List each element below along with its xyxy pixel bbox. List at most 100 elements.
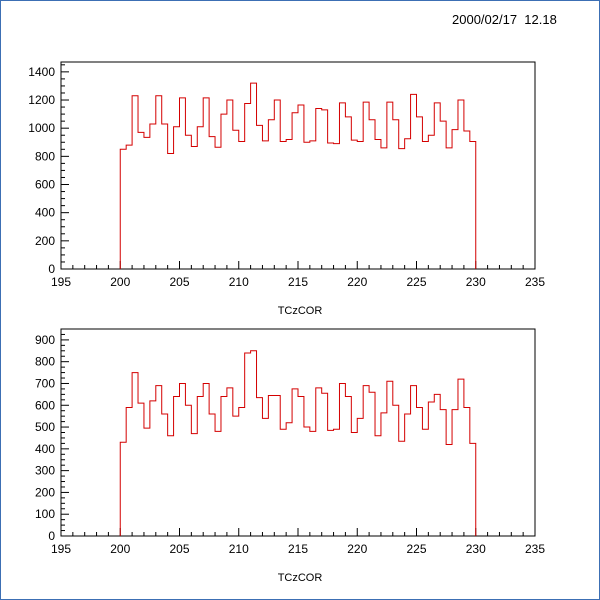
histogram-bin-bottom — [387, 381, 393, 536]
histogram-bin-bottom — [120, 442, 126, 536]
histogram-bin-bottom — [233, 416, 239, 536]
histogram-bin-top — [434, 103, 440, 269]
x-tick-label-bottom: 220 — [347, 542, 367, 556]
histogram-bin-top — [298, 105, 304, 269]
histogram-bin-bottom — [239, 407, 245, 536]
histogram-bin-bottom — [257, 398, 263, 536]
x-tick-label-top: 205 — [169, 275, 189, 289]
histogram-bin-bottom — [381, 413, 387, 536]
histogram-bin-top — [357, 142, 363, 269]
histogram-bin-bottom — [185, 405, 191, 536]
histogram-bin-top — [227, 100, 233, 269]
histogram-bin-top — [369, 120, 375, 269]
x-tick-label-top: 230 — [466, 275, 486, 289]
histogram-bin-top — [328, 143, 334, 269]
histogram-bin-bottom — [363, 386, 369, 536]
histogram-bin-bottom — [209, 414, 215, 536]
histogram-bin-bottom — [251, 351, 257, 536]
histogram-bin-top — [339, 103, 345, 269]
histogram-bin-bottom — [411, 386, 417, 536]
histogram-bin-top — [464, 131, 470, 269]
x-tick-label-bottom: 225 — [406, 542, 426, 556]
histogram-bin-bottom — [138, 403, 144, 536]
histogram-bin-bottom — [180, 383, 186, 536]
histogram-bin-bottom — [417, 407, 423, 536]
y-tick-label-bottom: 600 — [35, 398, 55, 412]
x-tick-label-top: 200 — [110, 275, 130, 289]
histogram-bin-bottom — [280, 429, 286, 536]
histogram-bin-top — [458, 100, 464, 269]
histogram-bin-top — [262, 141, 268, 269]
histogram-bin-bottom — [464, 407, 470, 536]
histogram-bin-bottom — [292, 389, 298, 536]
histogram-bin-bottom — [446, 444, 452, 536]
y-tick-label-bottom: 500 — [35, 420, 55, 434]
histogram-bin-bottom — [393, 405, 399, 536]
histogram-bin-top — [322, 110, 328, 269]
histogram-bin-bottom — [274, 395, 280, 536]
histogram-series-bottom — [119, 350, 477, 536]
histogram-bin-top — [387, 102, 393, 269]
y-tick-label-top: 200 — [35, 234, 55, 248]
x-axis-title-top: TCzCOR — [278, 305, 323, 317]
histogram-bin-bottom — [316, 388, 322, 536]
x-tick-label-bottom: 210 — [229, 542, 249, 556]
histogram-bin-bottom — [369, 392, 375, 536]
x-tick-label-bottom: 195 — [51, 542, 71, 556]
histogram-bin-bottom — [197, 397, 203, 536]
histogram-bin-top — [351, 140, 357, 269]
histogram-bin-bottom — [428, 402, 434, 536]
histogram-bin-top — [399, 149, 405, 269]
histogram-bin-top — [381, 148, 387, 269]
histogram-bin-top — [245, 104, 251, 269]
histogram-bin-top — [334, 144, 340, 269]
histogram-bin-top — [375, 139, 381, 269]
histogram-bin-bottom — [399, 441, 405, 536]
histogram-bin-bottom — [168, 436, 174, 536]
y-tick-label-top: 1200 — [28, 93, 55, 107]
histogram-bin-bottom — [174, 397, 180, 536]
x-tick-label-top: 235 — [525, 275, 545, 289]
histogram-bin-top — [280, 142, 286, 269]
histogram-bin-bottom — [458, 379, 464, 536]
histogram-bin-bottom — [150, 401, 156, 536]
y-tick-label-bottom: 300 — [35, 464, 55, 478]
histogram-bin-bottom — [405, 414, 411, 536]
y-tick-label-bottom: 700 — [35, 376, 55, 390]
histogram-bin-bottom — [322, 393, 328, 536]
histogram-bin-top — [411, 94, 417, 269]
histogram-bin-top — [286, 139, 292, 269]
y-tick-label-top: 600 — [35, 178, 55, 192]
histogram-bin-bottom — [440, 410, 446, 536]
y-tick-label-top: 1000 — [28, 121, 55, 135]
histogram-bin-bottom — [328, 430, 334, 536]
histogram-bin-top — [144, 137, 150, 269]
histogram-bin-bottom — [470, 443, 476, 536]
histogram-bin-top — [292, 113, 298, 269]
histogram-bin-top — [150, 124, 156, 269]
histogram-bin-bottom — [203, 383, 209, 536]
histogram-bin-top — [120, 149, 126, 269]
histogram-bin-bottom — [298, 397, 304, 536]
x-tick-label-bottom: 230 — [466, 542, 486, 556]
histogram-bin-bottom — [191, 434, 197, 536]
x-tick-label-top: 225 — [406, 275, 426, 289]
histogram-bin-bottom — [375, 436, 381, 536]
histogram-bin-top — [405, 139, 411, 269]
histogram-bin-bottom — [310, 431, 316, 536]
y-tick-label-top: 1400 — [28, 65, 55, 79]
histogram-bin-top — [422, 142, 428, 269]
histogram-bin-top — [132, 96, 138, 269]
histogram-bin-bottom — [262, 418, 268, 536]
histogram-bin-top — [174, 127, 180, 269]
x-tick-label-top: 210 — [229, 275, 249, 289]
y-tick-label-top: 800 — [35, 149, 55, 163]
histogram-series-top — [119, 82, 477, 269]
y-tick-label-bottom: 400 — [35, 442, 55, 456]
histogram-bin-top — [417, 117, 423, 269]
histogram-bin-bottom — [162, 414, 168, 536]
histogram-bin-bottom — [156, 386, 162, 536]
histogram-bin-top — [428, 135, 434, 269]
histogram-bin-bottom — [357, 418, 363, 536]
histogram-bin-top — [274, 100, 280, 269]
